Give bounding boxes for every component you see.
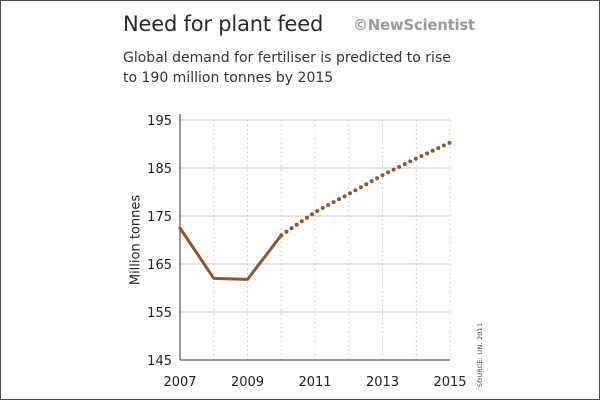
projected-demand-line	[279, 140, 452, 238]
y-tick-label-195: 195	[147, 114, 172, 129]
x-tick-label-2007: 2007	[163, 375, 196, 390]
x-tick-label-2013: 2013	[366, 375, 399, 390]
axis-layer	[179, 114, 450, 361]
brand-logo: ©NewScientist	[353, 16, 475, 34]
tick-label-layer: 145 155 165 175 185 195 2007 2009 2011 2013 2015	[147, 114, 466, 390]
x-tick-label-2011: 2011	[298, 375, 331, 390]
chart-panel: Need for plant feed ©NewScientist Global…	[109, 0, 489, 400]
x-tick-label-2009: 2009	[231, 375, 264, 390]
chart-subtitle: Global demand for fertiliser is predicte…	[123, 50, 451, 86]
y-tick-label-165: 165	[147, 258, 172, 273]
chart-title: Need for plant feed	[123, 12, 324, 36]
y-tick-label-175: 175	[147, 210, 172, 225]
y-tick-label-185: 185	[147, 162, 172, 177]
x-tick-label-2015: 2015	[433, 375, 466, 390]
y-tick-label-155: 155	[147, 306, 172, 321]
y-tick-label-145: 145	[147, 354, 172, 369]
series-layer	[178, 140, 452, 281]
grid-layer	[180, 119, 451, 361]
actual-demand-line	[178, 226, 283, 281]
